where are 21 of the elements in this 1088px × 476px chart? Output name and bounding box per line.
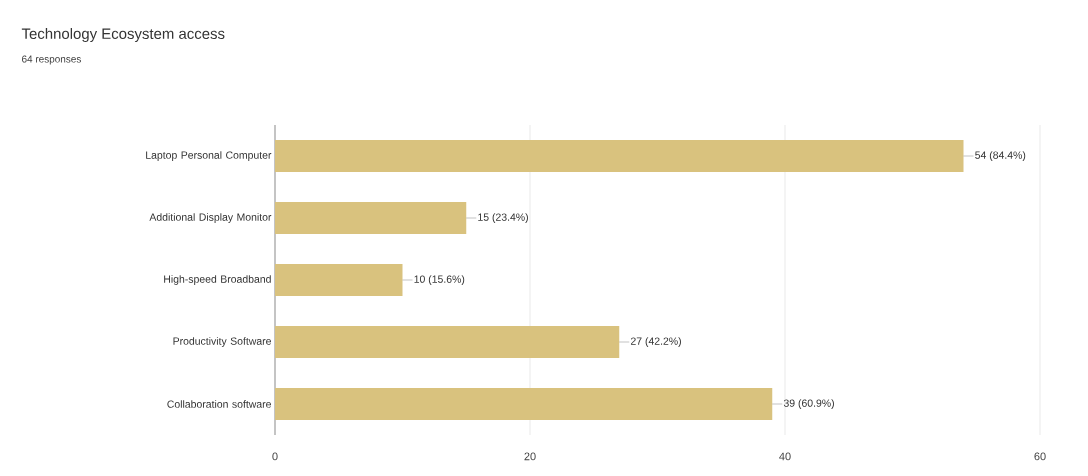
bar — [275, 140, 964, 172]
bar — [275, 264, 403, 296]
text: 64 responses — [22, 55, 81, 65]
x-tick-label: 20 — [524, 452, 536, 461]
y-tick-label: Laptop Personal Computer — [146, 151, 272, 161]
data-label: 39 (60.9%) — [783, 399, 834, 409]
x-tick-label: 0 — [272, 452, 278, 461]
bar — [275, 202, 467, 234]
data-label: 15 (23.4%) — [478, 213, 528, 223]
y-tick-label: Collaboration software — [167, 400, 271, 408]
data-label: 27 (42.2%) — [630, 337, 681, 347]
text: Technology Ecosystem access — [21, 28, 225, 42]
data-label: 54 (84.4%) — [975, 151, 1026, 161]
x-tick-label: 40 — [779, 452, 791, 461]
y-tick-label: Productivity Software — [173, 337, 271, 347]
x-tick-label: 60 — [1034, 452, 1046, 461]
data-label: 10 (15.6%) — [414, 275, 465, 285]
bar — [275, 326, 620, 358]
bar — [275, 388, 773, 420]
y-tick-label: Additional Display Monitor — [149, 213, 272, 223]
y-tick-label: High-speed Broadband — [164, 275, 271, 285]
